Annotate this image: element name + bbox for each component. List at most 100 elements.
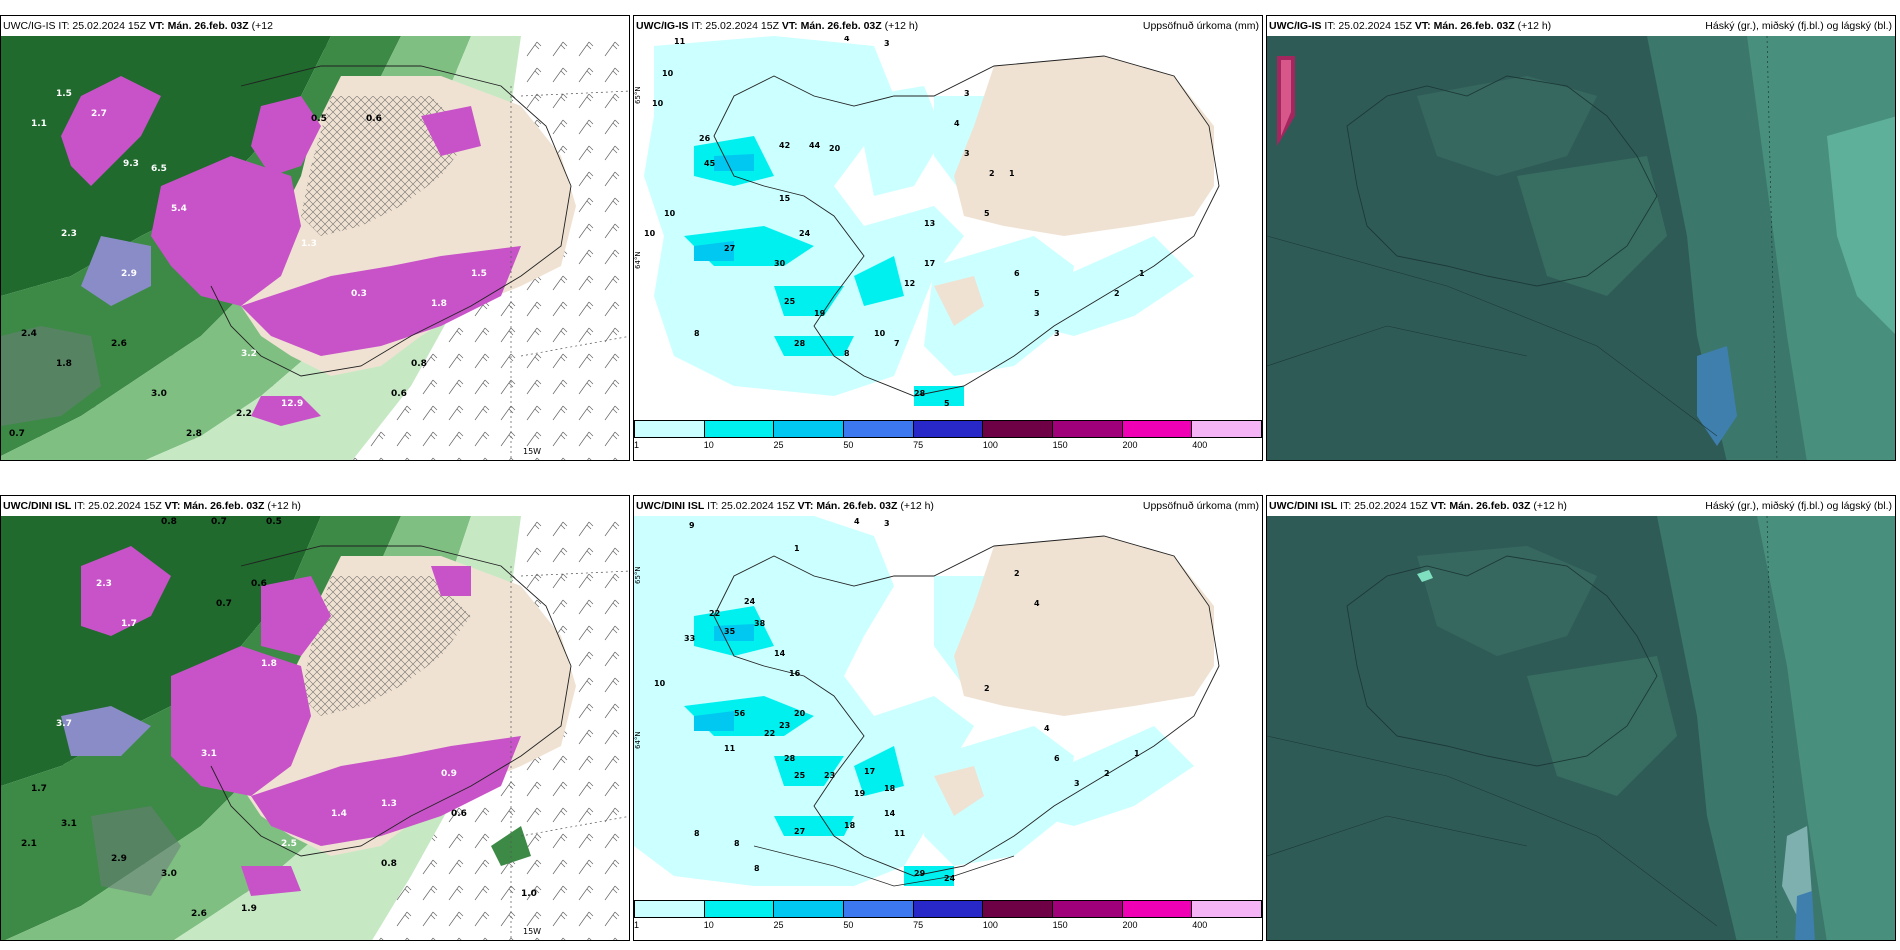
colorbar-tick-label: 75	[913, 440, 924, 450]
cloud-map	[1267, 36, 1895, 460]
lon-label: 15W	[523, 927, 541, 936]
weather-map: 2.3 1.7 3.7 3.1 2.5 1.4 1.3 0.9 1.8 0.8 0.7 0.5 0.…	[1, 516, 629, 940]
colorbar-swatch	[983, 901, 1054, 917]
svg-text:24: 24	[799, 229, 811, 238]
svg-text:2.1: 2.1	[21, 839, 37, 849]
colorbar-swatch	[844, 901, 914, 917]
valid-time: VT: Mán. 26.feb. 03Z	[1414, 20, 1515, 32]
svg-text:3.0: 3.0	[161, 869, 177, 879]
svg-text:1.8: 1.8	[56, 359, 72, 369]
svg-text:19: 19	[854, 789, 866, 798]
svg-text:22: 22	[764, 729, 775, 738]
colorbar-tick-label: 1	[634, 440, 640, 450]
colorbar-swatch	[913, 901, 984, 917]
svg-text:6: 6	[1054, 754, 1060, 763]
svg-text:10: 10	[644, 229, 656, 238]
svg-text:2.3: 2.3	[96, 579, 112, 589]
svg-text:3: 3	[1054, 329, 1060, 338]
svg-text:0.6: 0.6	[451, 809, 467, 819]
svg-text:1.5: 1.5	[56, 89, 72, 99]
svg-text:13: 13	[924, 219, 935, 228]
model-name: UWC/IG-IS	[1269, 20, 1322, 32]
svg-text:25: 25	[784, 297, 796, 306]
svg-text:0.5: 0.5	[266, 517, 282, 527]
lon-label: 15W	[523, 447, 541, 456]
valid-time: VT: Mán. 26.feb. 03Z	[164, 500, 265, 512]
svg-text:2: 2	[1114, 289, 1120, 298]
svg-text:20: 20	[794, 709, 806, 718]
svg-text:1: 1	[794, 544, 800, 553]
svg-text:4: 4	[1034, 599, 1040, 608]
colorbar-tick-label: 200	[1122, 920, 1138, 930]
svg-text:0.7: 0.7	[216, 599, 232, 609]
panel-dini-weather: UWC/DINI ISL IT: 25.02.2024 15Z VT: Mán.…	[0, 495, 630, 941]
precip-map: 9 4 3 1 22 38 33 35 24 16 14 10 56 20 23 22 11 28 25 23 …	[634, 516, 1262, 902]
lat-mid-label: 64°N	[634, 731, 642, 749]
field-title: Háský (gr.), miðský (fj.bl.) og lágský (…	[1705, 20, 1892, 32]
svg-text:22: 22	[709, 609, 720, 618]
colorbar-tick-label: 10	[703, 440, 714, 450]
svg-text:2.2: 2.2	[236, 409, 252, 419]
svg-text:4: 4	[854, 517, 860, 526]
svg-text:2.3: 2.3	[61, 229, 77, 239]
colorbar-swatches	[634, 900, 1262, 918]
svg-text:20: 20	[829, 144, 841, 153]
svg-text:1.8: 1.8	[431, 299, 447, 309]
svg-text:45: 45	[704, 159, 716, 168]
svg-text:6.5: 6.5	[151, 164, 167, 174]
svg-text:10: 10	[874, 329, 886, 338]
model-name: UWC/IG-IS	[636, 20, 689, 32]
colorbar-swatch	[774, 901, 845, 917]
panel-ig-is-precip: UWC/IG-IS IT: 25.02.2024 15Z VT: Mán. 26…	[633, 15, 1263, 461]
svg-text:3: 3	[1074, 779, 1080, 788]
svg-text:2.9: 2.9	[111, 854, 127, 864]
svg-text:1.9: 1.9	[241, 904, 257, 914]
svg-text:27: 27	[794, 827, 805, 836]
colorbar-swatch	[913, 421, 984, 437]
svg-text:9.3: 9.3	[123, 159, 139, 169]
svg-text:33: 33	[684, 634, 695, 643]
svg-text:8: 8	[694, 329, 700, 338]
svg-text:2: 2	[1104, 769, 1110, 778]
svg-text:2.6: 2.6	[111, 339, 127, 349]
panel-dini-precip: UWC/DINI ISL IT: 25.02.2024 15Z VT: Mán.…	[633, 495, 1263, 941]
valid-time: VT: Mán. 26.feb. 03Z	[797, 500, 898, 512]
colorbar-tick-label: 200	[1122, 440, 1138, 450]
colorbar-swatch	[1122, 901, 1193, 917]
colorbar-tick-label: 400	[1192, 440, 1208, 450]
svg-text:12.9: 12.9	[281, 399, 303, 409]
svg-text:24: 24	[944, 874, 956, 883]
svg-text:10: 10	[662, 69, 674, 78]
precip-colorbar: 1 10 25 50 75 100 150 200 400	[634, 420, 1262, 460]
field-title: Uppsöfnuð úrkoma (mm)	[1142, 20, 1259, 32]
colorbar-swatch	[704, 901, 775, 917]
svg-text:26: 26	[699, 134, 711, 143]
svg-text:28: 28	[794, 339, 806, 348]
colorbar-ticks: 1 10 25 50 75 100 150 200 400	[634, 920, 1262, 934]
svg-text:2.9: 2.9	[121, 269, 137, 279]
svg-text:17: 17	[924, 259, 935, 268]
field-title: Háský (gr.), miðský (fj.bl.) og lágský (…	[1705, 500, 1892, 512]
svg-text:8: 8	[694, 829, 700, 838]
svg-text:35: 35	[724, 627, 736, 636]
lead-time: (+12 h)	[897, 500, 934, 512]
panel-header: UWC/DINI ISL IT: 25.02.2024 15Z VT: Mán.…	[1, 496, 629, 516]
issue-time: IT: 25.02.2024 15Z	[704, 500, 798, 512]
svg-text:2.5: 2.5	[281, 839, 297, 849]
panel-header: UWC/IG-IS IT: 25.02.2024 15Z VT: Mán. 26…	[634, 16, 1262, 36]
lead-time: (+12	[248, 20, 273, 32]
svg-text:0.8: 0.8	[381, 859, 397, 869]
colorbar-swatch	[1122, 421, 1193, 437]
svg-text:17: 17	[864, 767, 875, 776]
svg-text:28: 28	[914, 389, 926, 398]
panel-ig-is-cloud: UWC/IG-IS IT: 25.02.2024 15Z VT: Mán. 26…	[1266, 15, 1896, 461]
colorbar-swatch	[1053, 901, 1123, 917]
colorbar-tick-label: 100	[982, 920, 998, 930]
svg-text:4: 4	[844, 36, 850, 43]
svg-text:2.8: 2.8	[186, 429, 202, 439]
colorbar-swatches	[634, 420, 1262, 438]
lat-top-label: 65°N	[634, 86, 642, 104]
svg-text:3.0: 3.0	[151, 389, 167, 399]
cloud-map	[1267, 516, 1895, 940]
svg-text:18: 18	[844, 821, 856, 830]
